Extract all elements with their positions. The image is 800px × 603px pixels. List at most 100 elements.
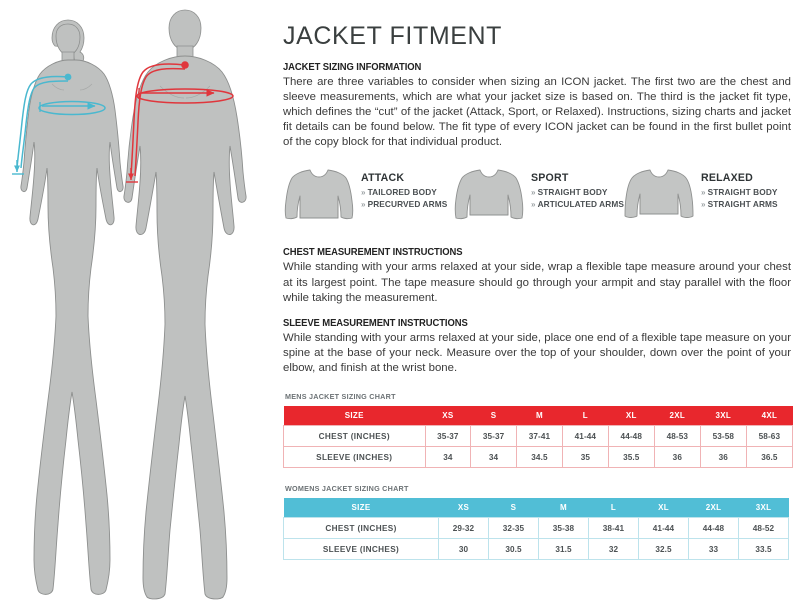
column-header-size: SIZE	[283, 498, 439, 518]
sleeve-instructions-body: While standing with your arms relaxed at…	[283, 331, 791, 374]
fit-bullet: » TAILORED BODY	[361, 187, 447, 199]
row-label: SLEEVE (INCHES)	[283, 538, 439, 561]
fit-bullet: » STRAIGHT BODY	[701, 187, 778, 199]
table-cell: 53-58	[699, 425, 747, 448]
column-header: XL	[608, 406, 655, 426]
bullet-glyph: »	[701, 188, 706, 198]
table-cell: 29-32	[438, 517, 489, 540]
sleeve-instructions-section: SLEEVE MEASUREMENT INSTRUCTIONS While st…	[283, 317, 793, 376]
table-cell: 48-52	[738, 517, 789, 540]
table-cell: 38-41	[588, 517, 639, 540]
table-cell: 32-35	[488, 517, 539, 540]
table-cell: 33.5	[738, 538, 789, 561]
jacket-attack-icon	[283, 165, 355, 232]
fit-bullet-text: PRECURVED ARMS	[367, 198, 448, 209]
table-cell: 48-53	[653, 425, 701, 448]
table-cell: 36	[699, 446, 747, 469]
table-cell: 33	[688, 538, 739, 561]
chest-instructions-body: While standing with your arms relaxed at…	[283, 261, 791, 304]
table-cell: 44-48	[688, 517, 739, 540]
table-cell: 41-44	[562, 425, 609, 448]
jacket-relaxed-icon	[623, 165, 695, 232]
table-row: CHEST (INCHES) 29-32 32-35 35-38 38-41 4…	[283, 517, 789, 540]
table-row: SLEEVE (INCHES) 30 30.5 31.5 32 32.5 33 …	[283, 538, 789, 561]
body-measurement-diagram	[0, 0, 275, 603]
mens-sizing-table: SIZE XS S M L XL 2XL 3XL 4XL CHEST (INCH…	[283, 406, 794, 469]
table-cell: 34.5	[515, 446, 564, 469]
table-header-row: SIZE XS S M L XL 2XL 3XL 4XL	[283, 406, 793, 426]
column-header-size: SIZE	[283, 406, 426, 426]
fit-bullet-text: STRAIGHT ARMS	[707, 198, 778, 209]
fit-bullet: » STRAIGHT ARMS	[701, 199, 778, 211]
fit-bullet-text: STRAIGHT BODY	[707, 187, 778, 198]
table-cell: 35	[562, 446, 609, 469]
column-header: S	[488, 498, 539, 518]
sizing-info-heading: JACKET SIZING INFORMATION	[283, 61, 422, 73]
fit-bullet: » ARTICULATED ARMS	[531, 199, 624, 211]
sizing-info-section: JACKET SIZING INFORMATION There are thre…	[283, 61, 793, 150]
column-header: 2XL	[688, 498, 739, 518]
column-header: M	[516, 406, 563, 426]
table-cell: 35.5	[607, 446, 655, 469]
fit-type-name: RELAXED	[701, 172, 754, 185]
table-cell: 35-37	[470, 425, 517, 448]
row-label: CHEST (INCHES)	[283, 517, 439, 540]
column-header: L	[588, 498, 639, 518]
womens-chart-label: WOMENS JACKET SIZING CHART	[285, 484, 409, 494]
bullet-glyph: »	[531, 199, 536, 209]
female-body-diagram	[12, 19, 124, 595]
table-cell: 44-48	[607, 425, 655, 448]
table-cell: 32	[588, 538, 639, 561]
table-cell: 36	[653, 446, 701, 469]
table-row: SLEEVE (INCHES) 34 34 34.5 35 35.5 36 36…	[283, 446, 794, 469]
sizing-info-body: There are three variables to consider wh…	[283, 76, 791, 149]
mens-sizing-chart-section: MENS JACKET SIZING CHART SIZE XS S M L X…	[283, 392, 794, 469]
mens-chart-label: MENS JACKET SIZING CHART	[285, 392, 396, 402]
fit-type-sport: SPORT » STRAIGHT BODY » ARTICULATED ARMS	[453, 165, 624, 232]
column-header: M	[538, 498, 589, 518]
fit-type-relaxed: RELAXED » STRAIGHT BODY » STRAIGHT ARMS	[623, 165, 793, 232]
table-cell: 36.5	[745, 446, 794, 469]
bullet-glyph: »	[531, 188, 536, 198]
column-header: S	[470, 406, 517, 426]
table-cell: 34	[470, 446, 517, 469]
column-header: 4XL	[746, 406, 793, 426]
fit-type-bullets: » TAILORED BODY » PRECURVED ARMS	[361, 187, 447, 210]
fit-bullet: » PRECURVED ARMS	[361, 199, 447, 211]
bullet-glyph: »	[701, 199, 706, 209]
male-body-diagram	[123, 9, 247, 600]
chest-instructions-section: CHEST MEASUREMENT INSTRUCTIONS While sta…	[283, 246, 793, 305]
table-cell: 37-41	[515, 425, 564, 448]
fit-type-bullets: » STRAIGHT BODY » ARTICULATED ARMS	[531, 187, 624, 210]
womens-sizing-chart-section: WOMENS JACKET SIZING CHART SIZE XS S M L…	[283, 484, 793, 561]
table-cell: 35-38	[538, 517, 589, 540]
column-header: XS	[438, 498, 489, 518]
fit-type-attack: ATTACK » TAILORED BODY » PRECURVED ARMS	[283, 165, 453, 232]
table-cell: 41-44	[638, 517, 689, 540]
table-cell: 58-63	[745, 425, 794, 448]
jacket-sport-icon	[453, 165, 525, 232]
table-cell: 32.5	[638, 538, 689, 561]
bullet-glyph: »	[361, 188, 366, 198]
table-cell: 30.5	[488, 538, 539, 561]
fit-bullet: » STRAIGHT BODY	[531, 187, 624, 199]
column-header: 3XL	[738, 498, 789, 518]
column-header: XS	[425, 406, 471, 426]
sleeve-instructions-heading: SLEEVE MEASUREMENT INSTRUCTIONS	[283, 316, 468, 329]
row-label: SLEEVE (INCHES)	[283, 446, 426, 469]
fit-type-bullets: » STRAIGHT BODY » STRAIGHT ARMS	[701, 187, 778, 210]
table-cell: 34	[424, 446, 472, 469]
bullet-glyph: »	[361, 199, 366, 209]
column-header: 3XL	[700, 406, 747, 426]
column-header: L	[562, 406, 609, 426]
row-label: CHEST (INCHES)	[283, 425, 426, 448]
fit-bullet-text: TAILORED BODY	[367, 187, 437, 198]
fit-type-row: ATTACK » TAILORED BODY » PRECURVED ARMS SP…	[283, 165, 793, 232]
chest-instructions-heading: CHEST MEASUREMENT INSTRUCTIONS	[283, 246, 463, 259]
fit-type-name: SPORT	[531, 172, 569, 185]
table-row: CHEST (INCHES) 35-37 35-37 37-41 41-44 4…	[283, 425, 794, 448]
page-title: JACKET FITMENT	[283, 22, 503, 50]
table-header-row: SIZE XS S M L XL 2XL 3XL	[283, 498, 789, 518]
fit-type-name: ATTACK	[361, 172, 405, 185]
table-cell: 35-37	[424, 425, 472, 448]
